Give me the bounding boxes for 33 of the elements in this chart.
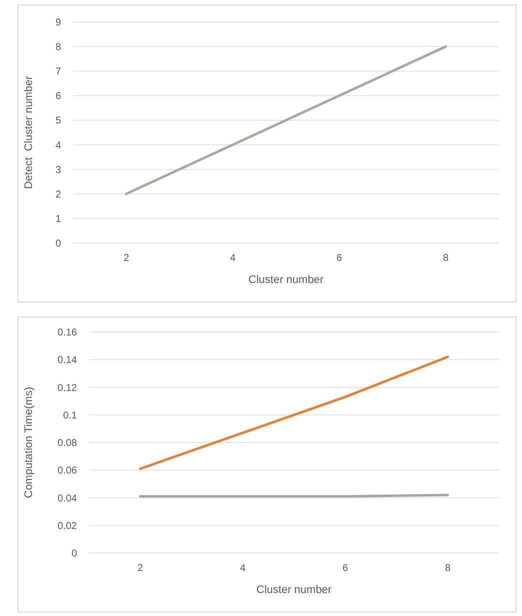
y-tick-label: 1	[55, 214, 62, 225]
x-axis-title: Cluster number	[256, 584, 332, 596]
x-tick-label: 4	[240, 563, 246, 574]
y-tick-label: 0	[55, 238, 62, 250]
x-tick-label: 6	[342, 563, 348, 574]
y-tick-label: 5	[55, 116, 62, 127]
y-tick-label: 0.16	[58, 328, 78, 338]
x-tick-label: 8	[442, 253, 449, 264]
y-tick-label: 8	[55, 42, 62, 54]
y-tick-label: 0.02	[58, 520, 78, 532]
y-tick-label: 0.12	[58, 382, 78, 394]
y-tick-label: 0	[71, 548, 78, 560]
y-tick-label: 0.04	[58, 493, 78, 504]
x-tick-label: 2	[123, 253, 130, 264]
y-tick-label: 9	[55, 18, 62, 28]
y-axis-title: Detect Cluster number	[22, 76, 35, 190]
line-series	[139, 356, 449, 470]
y-tick-label: 3	[55, 164, 62, 176]
y-tick-label: 6	[55, 91, 62, 102]
y-tick-label: 2	[55, 189, 62, 200]
x-tick-label: 8	[444, 563, 451, 574]
x-axis-title: Cluster number	[248, 274, 324, 286]
x-tick-label: 4	[230, 253, 236, 264]
y-tick-label: 0.14	[58, 355, 78, 366]
x-tick-label: 2	[137, 563, 144, 574]
y-tick-label: 0.06	[58, 466, 78, 477]
x-tick-label: 6	[336, 253, 342, 264]
y-tick-label: 7	[55, 66, 62, 78]
y-tick-label: 0.08	[58, 438, 78, 449]
line-series	[125, 45, 447, 196]
y-tick-label: 4	[55, 140, 62, 152]
y-axis-title: Computation Time(ms)	[22, 386, 35, 498]
y-tick-label: 0.1	[63, 410, 78, 422]
